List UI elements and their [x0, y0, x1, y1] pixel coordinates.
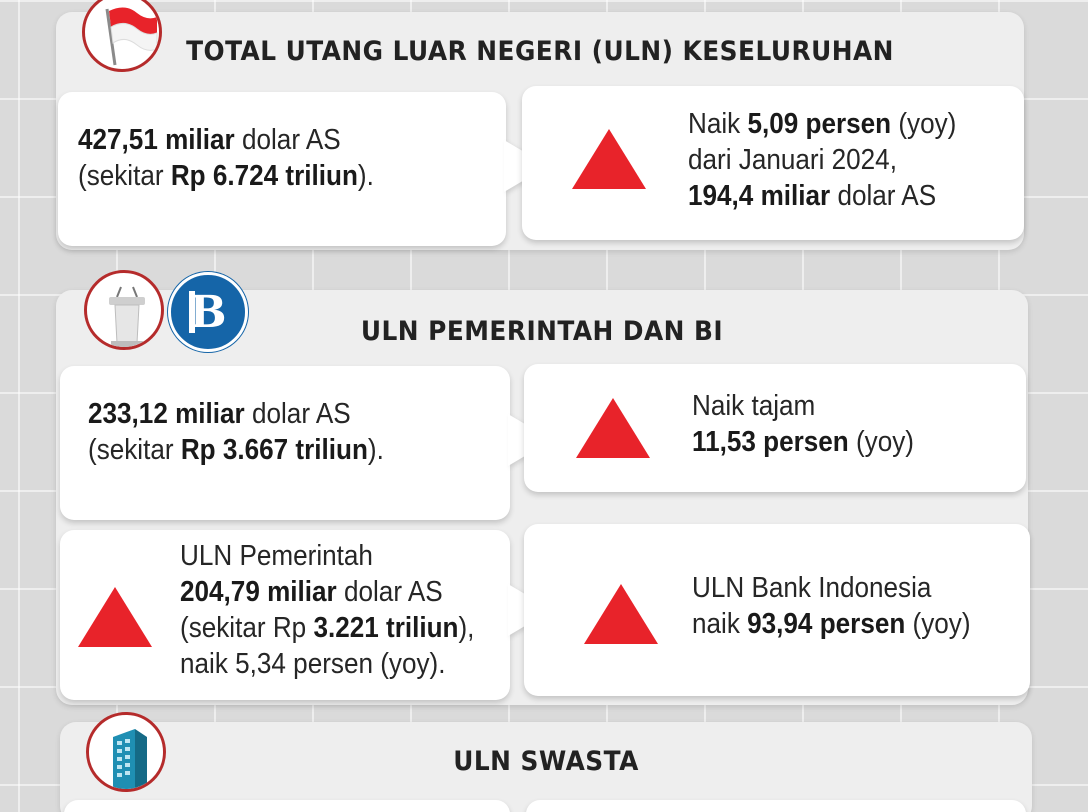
- text: ),: [458, 612, 475, 644]
- podium-icon: [84, 270, 164, 350]
- text: (yoy): [905, 608, 971, 640]
- uln-bi-growth-percent: 93,94 persen: [747, 608, 906, 640]
- swasta-card-right: [526, 800, 1026, 812]
- total-value-card: 427,51 miliar dolar AS (sekitar Rp 6.724…: [58, 92, 506, 246]
- uln-pemerintah-rupiah: 3.221 triliun: [313, 612, 459, 644]
- text: dolar AS: [336, 576, 443, 608]
- text: ).: [357, 160, 374, 192]
- bank-indonesia-logo-icon: B: [168, 272, 248, 352]
- increase-triangle-icon: [584, 584, 658, 644]
- text: dolar AS: [830, 180, 937, 212]
- text: (sekitar: [78, 160, 171, 192]
- pemerintah-bi-value-card: 233,12 miliar dolar AS (sekitar Rp 3.667…: [60, 366, 510, 520]
- section-uln-swasta: ULN SWASTA: [60, 722, 1032, 812]
- text: (sekitar: [88, 434, 181, 466]
- growth-percent: 11,53 persen: [692, 426, 849, 458]
- office-building-icon: [86, 712, 166, 792]
- section-title: ULN SWASTA: [453, 746, 639, 777]
- text: Naik: [688, 108, 748, 140]
- text: dari Januari 2024,: [688, 144, 897, 176]
- uln-bank-indonesia-card: ULN Bank Indonesia naik 93,94 persen (yo…: [524, 524, 1030, 696]
- text: naik 5,34 persen (yoy).: [180, 648, 446, 680]
- total-rupiah-value: Rp 6.724 triliun: [170, 160, 358, 192]
- total-value: 427,51 miliar: [78, 124, 235, 156]
- text: (sekitar Rp: [180, 612, 314, 644]
- svg-text:B: B: [189, 287, 226, 338]
- text: dolar AS: [234, 124, 341, 156]
- pemerintah-bi-growth-card: Naik tajam 11,53 persen (yoy): [524, 364, 1026, 492]
- increase-triangle-icon: [576, 398, 650, 458]
- uln-pemerintah-value: 204,79 miliar: [180, 576, 337, 608]
- text: Naik tajam: [692, 390, 816, 422]
- increase-triangle-icon: [572, 129, 646, 189]
- text: dolar AS: [244, 398, 351, 430]
- text: ULN Pemerintah: [180, 540, 373, 572]
- text: naik: [692, 608, 748, 640]
- text: ).: [367, 434, 384, 466]
- pemerintah-bi-rupiah-value: Rp 3.667 triliun: [180, 434, 368, 466]
- previous-value: 194,4 miliar: [688, 180, 831, 212]
- growth-percent: 5,09 persen: [747, 108, 892, 140]
- pemerintah-bi-value: 233,12 miliar: [88, 398, 245, 430]
- section-title: ULN PEMERINTAH DAN BI: [360, 316, 724, 347]
- uln-pemerintah-card: ULN Pemerintah 204,79 miliar dolar AS (s…: [60, 530, 510, 700]
- text: ULN Bank Indonesia: [692, 572, 932, 604]
- swasta-card-left: [64, 800, 510, 812]
- text: (yoy): [848, 426, 914, 458]
- total-growth-card: Naik 5,09 persen (yoy) dari Januari 2024…: [522, 86, 1024, 240]
- indonesia-flag-icon: [82, 0, 162, 72]
- text: (yoy): [891, 108, 957, 140]
- increase-triangle-icon: [78, 587, 152, 647]
- section-title: TOTAL UTANG LUAR NEGERI (ULN) KESELURUHA…: [186, 36, 894, 67]
